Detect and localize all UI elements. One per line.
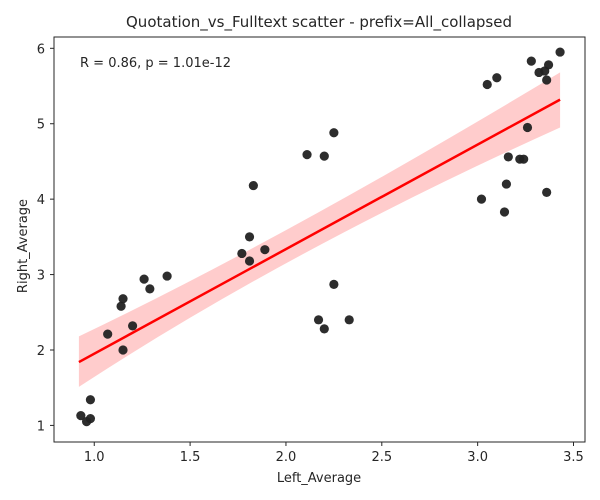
scatter-point — [492, 73, 502, 83]
data-points-layer — [76, 47, 565, 427]
scatter-point — [482, 79, 492, 90]
scatter-point — [116, 301, 126, 311]
scatter-point — [260, 245, 270, 255]
scatter-point — [118, 294, 128, 304]
scatter-point — [237, 248, 247, 259]
scatter-point — [319, 151, 329, 161]
scatter-point — [319, 324, 329, 334]
y-tick-label: 3 — [37, 269, 45, 284]
scatter-point — [555, 47, 565, 57]
y-axis-label: Right_Average — [16, 199, 31, 293]
y-axis-ticks: 1 2 3 4 5 6 — [37, 42, 54, 434]
scatter-point — [162, 271, 172, 281]
scatter-point — [526, 56, 536, 66]
scatter-point — [543, 60, 554, 70]
scatter-point — [344, 315, 354, 325]
plot-frame — [53, 36, 586, 443]
y-tick-label: 1 — [37, 419, 45, 434]
scatter-point — [244, 232, 255, 242]
scatter-point — [85, 395, 96, 405]
regression-line — [78, 98, 561, 364]
scatter-point — [302, 150, 312, 160]
scatter-point — [127, 321, 138, 331]
scatter-point — [329, 128, 339, 138]
scatter-point — [519, 154, 529, 164]
chart-title: Quotation_vs_Fulltext scatter - prefix=A… — [126, 13, 512, 32]
scatter-point — [542, 75, 552, 85]
scatter-point — [145, 284, 155, 294]
scatter-point — [476, 194, 487, 204]
correlation-annotation: R = 0.86, p = 1.01e-12 — [80, 56, 231, 71]
scatter-point — [103, 329, 113, 339]
scatter-point — [501, 179, 512, 189]
x-tick-label: 1.0 — [84, 450, 105, 465]
regression-line-layer — [78, 98, 561, 364]
y-tick-label: 4 — [37, 193, 45, 208]
x-tick-label: 3.0 — [467, 450, 488, 465]
x-axis-ticks: 1.0 1.5 2.0 2.5 3.0 3.5 — [84, 442, 584, 465]
y-tick-label: 5 — [37, 118, 45, 133]
scatter-point — [542, 187, 552, 197]
scatter-point — [118, 345, 128, 355]
scatter-point — [499, 207, 510, 217]
x-tick-label: 2.0 — [276, 450, 297, 465]
x-axis-label: Left_Average — [277, 471, 361, 486]
scatter-point — [85, 414, 96, 424]
y-tick-label: 2 — [37, 344, 45, 359]
scatter-point — [76, 411, 86, 421]
scatter-point — [244, 256, 255, 266]
scatter-point — [139, 274, 149, 284]
x-tick-label: 3.5 — [563, 450, 584, 465]
y-tick-label: 6 — [37, 42, 45, 57]
scatter-point — [248, 180, 258, 191]
scatter-point — [313, 315, 324, 325]
scatter-point — [522, 122, 533, 133]
scatter-point — [329, 279, 339, 289]
scatter-point — [503, 152, 513, 162]
x-tick-label: 1.5 — [180, 450, 201, 465]
x-tick-label: 2.5 — [371, 450, 392, 465]
